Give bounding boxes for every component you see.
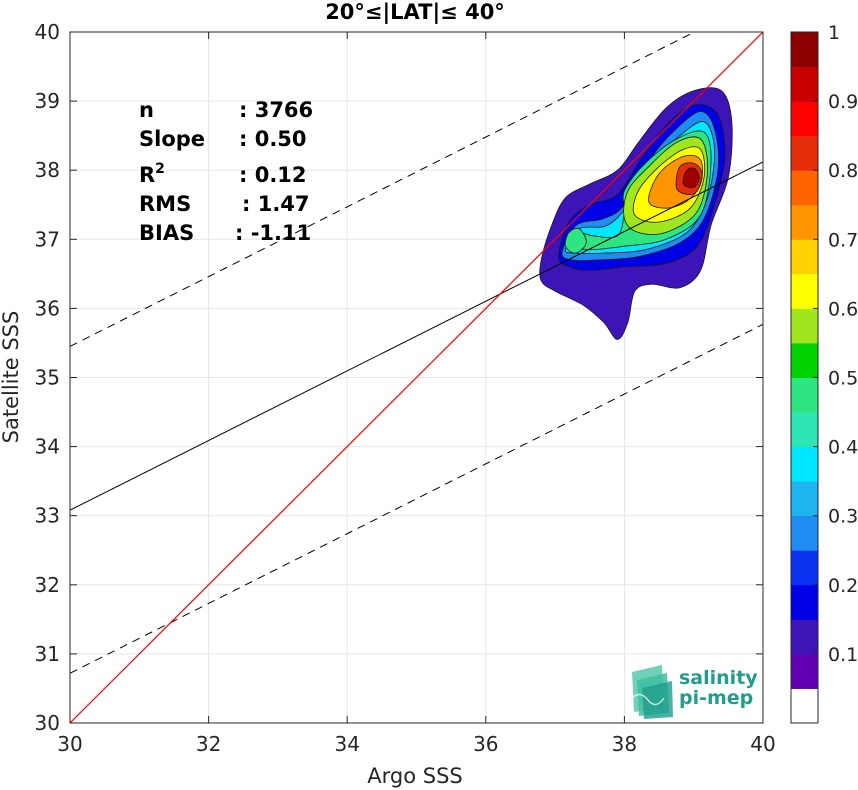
colorbar-tick-label: 0.4 — [828, 437, 858, 459]
colorbar-band — [791, 619, 818, 655]
colorbar-band — [791, 342, 818, 378]
colorbar-band — [791, 32, 818, 68]
y-tick-label: 40 — [35, 20, 60, 44]
colorbar-band — [791, 273, 818, 309]
chart-title: 20°≤|LAT|≤ 40° — [325, 0, 505, 25]
colorbar-band — [791, 101, 818, 137]
colorbar-tick-label: 1 — [828, 22, 840, 44]
upper-bound-dashed-line — [70, 32, 696, 347]
x-tick-label: 32 — [196, 732, 221, 756]
x-tick-label: 38 — [612, 732, 637, 756]
logo-mark-icon — [631, 665, 673, 719]
colorbar-tick-label: 0.7 — [828, 229, 858, 251]
x-axis-label: Argo SSS — [367, 764, 462, 788]
y-tick-label: 30 — [35, 711, 60, 735]
logo-text-pi-mep: pi-mep — [679, 687, 753, 709]
y-tick-label: 37 — [35, 227, 60, 251]
colorbar-band — [791, 377, 818, 413]
salinity-pi-mep-logo: salinity pi-mep — [631, 665, 758, 719]
y-tick-label: 32 — [35, 573, 60, 597]
density-contour-level-9 — [682, 167, 700, 189]
colorbar-tick-label: 0.1 — [828, 644, 858, 666]
colorbar-band — [791, 481, 818, 517]
stat-value-0: : 3766 — [239, 98, 313, 122]
stat-label-4: BIAS — [139, 221, 194, 245]
colorbar-tick-label: 0.2 — [828, 575, 858, 597]
y-tick-label: 31 — [35, 642, 60, 666]
stat-value-2: : 0.12 — [239, 163, 307, 187]
logo-text-salinity: salinity — [679, 667, 758, 689]
stat-label-0: n — [139, 98, 154, 122]
colorbar-band — [791, 66, 818, 102]
colorbar: 0.1 0.2 0.3 0.4 0.5 0.6 0.7 0.8 0.9 1 — [790, 22, 858, 724]
colorbar-band — [791, 653, 818, 689]
axis-ticks: 30 32 34 36 38 40 30 31 32 33 34 35 36 37 38 39 40 — [35, 20, 776, 756]
colorbar-band — [791, 204, 818, 240]
colorbar-tick-label: 0.8 — [828, 160, 858, 182]
colorbar-band — [791, 170, 818, 206]
density-contours — [539, 87, 733, 340]
stat-value-3: : 1.47 — [242, 192, 310, 216]
x-tick-label: 40 — [750, 732, 775, 756]
colorbar-band — [791, 446, 818, 482]
y-tick-label: 33 — [35, 504, 60, 528]
fit-lines — [70, 32, 763, 723]
colorbar-tick-label: 0.5 — [828, 368, 858, 390]
stat-label-1: Slope — [139, 127, 205, 151]
colorbar-band — [791, 239, 818, 275]
colorbar-band — [791, 515, 818, 551]
y-tick-label: 35 — [35, 366, 60, 390]
stat-value-4: : -1.11 — [235, 221, 311, 245]
x-tick-label: 36 — [473, 732, 498, 756]
identity-line — [70, 32, 763, 723]
colorbar-tick-label: 0.9 — [828, 91, 858, 113]
colorbar-band — [791, 135, 818, 171]
lower-bound-dashed-line — [70, 323, 763, 674]
x-tick-label: 30 — [57, 732, 82, 756]
density-contour-level-10 — [564, 227, 587, 254]
colorbar-band — [791, 412, 818, 448]
x-tick-label: 34 — [334, 732, 359, 756]
y-tick-label: 38 — [35, 158, 60, 182]
y-tick-label: 34 — [35, 435, 60, 459]
colorbar-band — [791, 584, 818, 620]
stat-value-1: : 0.50 — [239, 127, 307, 151]
colorbar-band — [791, 308, 818, 344]
stats-box: n : 3766 Slope : 0.50 R2 : 0.12 RMS : 1.47 BIAS:… — [139, 98, 313, 245]
stat-label-2: R2 — [139, 161, 165, 187]
y-tick-label: 39 — [35, 89, 60, 113]
stat-label-3: RMS — [139, 192, 191, 216]
regression-line — [70, 161, 763, 511]
colorbar-band — [791, 550, 818, 586]
stat-label-superscript: 2 — [155, 161, 165, 177]
colorbar-tick-label: 0.6 — [828, 298, 858, 320]
colorbar-tick-label: 0.3 — [828, 506, 858, 528]
colorbar-band — [791, 688, 818, 724]
y-axis-label: Satellite SSS — [0, 311, 23, 444]
y-tick-label: 36 — [35, 296, 60, 320]
